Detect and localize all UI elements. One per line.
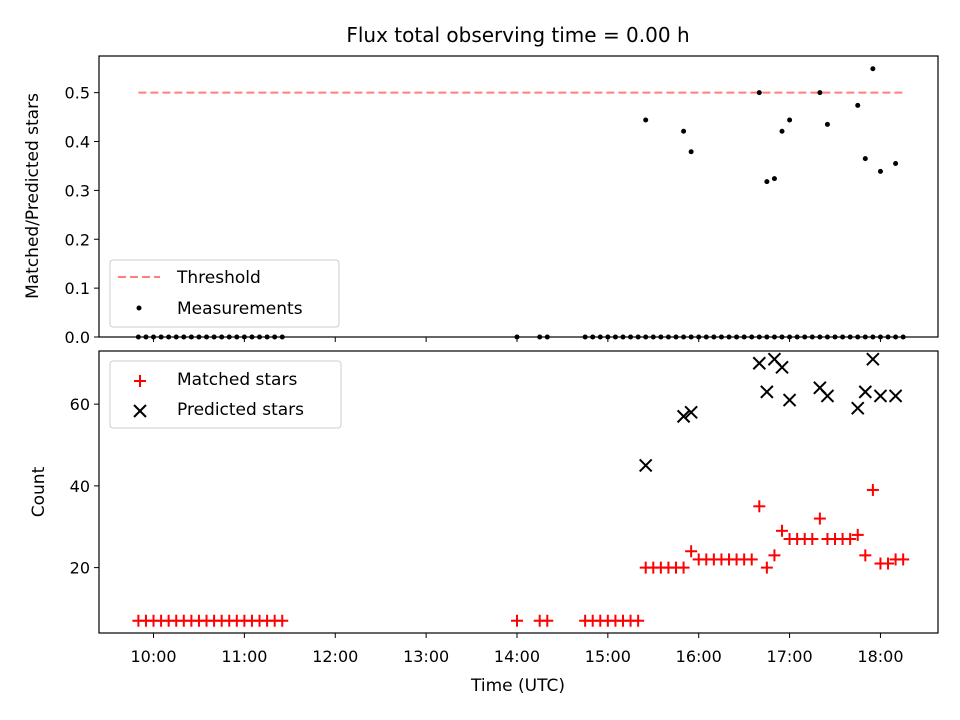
matched-star-point [897,553,910,566]
matched-star-point [768,549,781,562]
predicted-star-point [858,385,873,399]
predicted-star-point [866,352,880,366]
predicted-star-point [676,409,691,424]
count-xtick-label: 15:00 [585,647,631,666]
count-legend: Matched stars Predicted stars [109,360,342,429]
measurement-point [824,121,830,127]
measurement-point [681,128,687,134]
legend-box [109,259,340,328]
legend-threshold-label: Threshold [176,268,261,288]
measurement-point [643,117,649,123]
matched-star-point [541,614,554,627]
measurement-point [862,156,868,162]
measurement-point [787,117,793,123]
legend-measurements-label: Measurements [177,299,303,319]
legend-measurement-dot-icon [136,305,142,311]
predicted-star-point [820,389,835,403]
measurement-point [855,102,861,108]
ratio-ytick-label: 0.3 [65,181,90,200]
measurement-point [764,179,770,185]
count-ytick-label: 20 [70,559,90,578]
measurement-point [756,90,762,96]
matched-star-point [776,524,789,537]
chart-title: Flux total observing time = 0.00 h [346,23,689,47]
predicted-star-point [752,356,767,370]
matched-star-point [745,553,758,566]
ratio-panel: Matched/Predicted stars 0.0 0.1 0.2 0.3 0.4 0… [23,55,939,347]
matched-star-point [510,614,523,627]
count-panel: Count 20 40 60 10:00 11:00 12:00 13:00 14:00 15:… [29,350,939,696]
ratio-legend: Threshold Measurements [109,259,340,328]
count-xtick-label: 13:00 [403,647,449,666]
measurement-point [870,66,876,72]
count-axes-frame [98,350,939,634]
legend-x-marker-icon [133,404,147,418]
matched-star-point [806,533,819,545]
legend-matched-label: Matched stars [177,370,297,390]
matched-star-point [753,500,766,513]
matched-star-point [882,557,895,570]
ratio-ytick-label: 0.1 [65,279,90,298]
measurement-point [817,90,823,96]
predicted-star-point [851,401,865,415]
matched-star-point [866,483,879,496]
measurement-point [877,168,883,174]
measurement-point [779,128,785,134]
matched-star-point [685,545,698,558]
count-xtick-label: 10:00 [130,647,176,666]
predicted-star-point [888,389,903,403]
matched-star-point [276,614,289,627]
matched-star-point [844,533,857,545]
matched-star-point [632,614,645,627]
legend-box [109,360,342,429]
count-xtick-label: 18:00 [857,647,903,666]
matched-star-point [677,561,690,574]
count-xtick-label: 12:00 [312,647,358,666]
matched-star-point [851,528,864,541]
count-ylabel: Count [29,466,49,517]
measurement-point [893,161,899,167]
measurement-point [688,149,694,155]
ratio-ylabel: Matched/Predicted stars [23,93,43,299]
count-xtick-label: 14:00 [494,647,540,666]
legend-predicted-label: Predicted stars [177,400,304,420]
count-ytick-label: 60 [70,395,90,414]
predicted-star-point [760,385,774,399]
matched-star-point [760,561,773,574]
count-xtick-label: 11:00 [221,647,267,666]
count-xtick-label: 17:00 [767,647,813,666]
measurement-point [771,176,777,182]
count-ytick-label: 40 [70,477,90,496]
matched-star-point [859,549,872,562]
count-xtick-label: 16:00 [676,647,722,666]
predicted-star-point [684,405,698,420]
x-axis-label: Time (UTC) [470,676,565,696]
ratio-axes-frame [98,55,939,338]
legend-plus-marker-icon [134,375,146,387]
ratio-ytick-label: 0.2 [65,230,90,249]
predicted-star-point [639,458,653,473]
ratio-ytick-label: 0.0 [65,328,90,347]
matched-star-point [813,512,826,525]
predicted-star-point [873,389,888,403]
predicted-star-point [775,360,789,375]
ratio-ytick-label: 0.5 [65,84,90,103]
ratio-ytick-label: 0.4 [65,133,90,152]
predicted-star-point [782,393,797,407]
